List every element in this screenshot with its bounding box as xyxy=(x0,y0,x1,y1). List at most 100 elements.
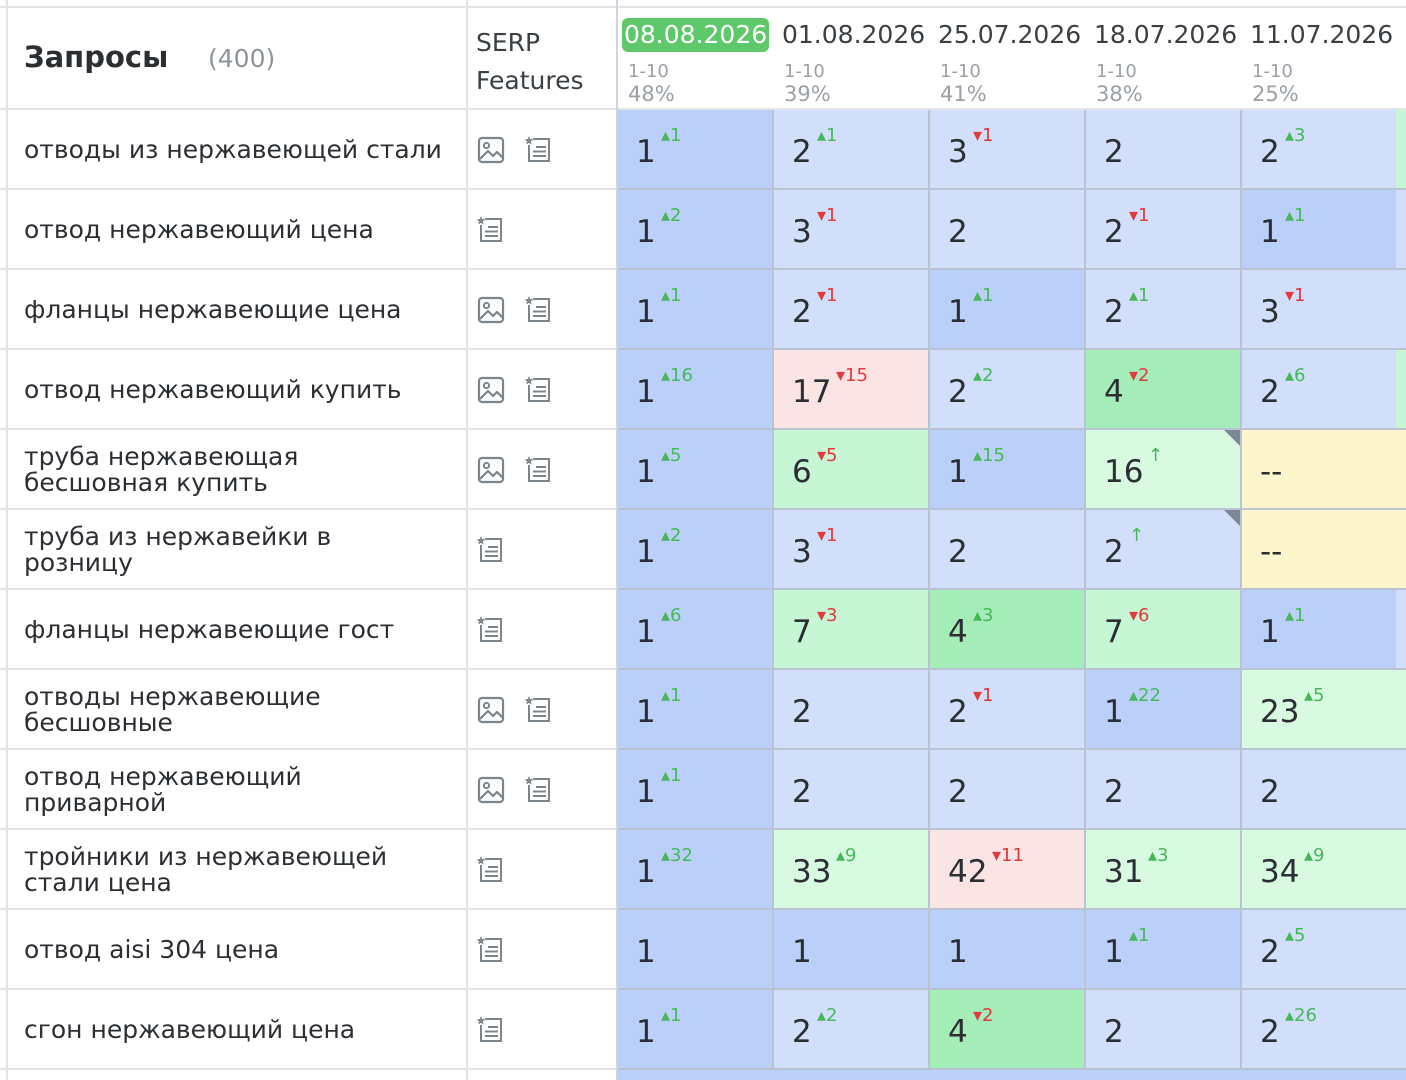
image-icon[interactable] xyxy=(476,375,506,405)
image-icon[interactable] xyxy=(476,695,506,725)
query-text[interactable]: отвод нержавеющий цена xyxy=(24,215,374,244)
query-text[interactable]: отводы нержавеющие бесшовные xyxy=(24,682,321,737)
snippet-icon[interactable] xyxy=(476,535,506,565)
position-cell[interactable]: 2 ▴26 xyxy=(1242,990,1398,1068)
image-icon[interactable] xyxy=(476,455,506,485)
snippet-icon[interactable] xyxy=(476,935,506,965)
table-row[interactable]: сгон нержавеющий цена 1 ▴1 2 ▴2 4 ▾2 2 2 ▴26 xyxy=(0,990,1406,1070)
position-cell[interactable]: 2 ▴1 xyxy=(1086,270,1242,348)
table-row[interactable]: труба нержавеющая бесшовная купить 1 ▴5 6 ▾5… xyxy=(0,430,1406,510)
position-cell[interactable]: 1 xyxy=(774,910,930,988)
position-cell[interactable]: -- xyxy=(1242,430,1398,508)
snippet-icon[interactable] xyxy=(524,375,554,405)
query-text[interactable]: отводы из нержавеющей стали xyxy=(24,135,442,164)
position-cell[interactable]: 1 ▴1 xyxy=(618,110,774,188)
position-cell[interactable]: 31 ▴3 xyxy=(1086,830,1242,908)
snippet-icon[interactable] xyxy=(476,615,506,645)
table-row[interactable]: отвод нержавеющий цена 1 ▴2 3 ▾1 2 2 ▾1 1 ▴1 xyxy=(0,190,1406,270)
snippet-icon[interactable] xyxy=(476,215,506,245)
query-text[interactable]: отвод нержавеющий купить xyxy=(24,375,402,404)
position-cell[interactable]: 34 ▴9 xyxy=(1242,830,1398,908)
position-cell[interactable]: 2 ▾1 xyxy=(1086,190,1242,268)
table-row[interactable]: отводы из нержавеющей стали 1 ▴1 2 ▴1 3 ▾1 2 2 ▴3 xyxy=(0,110,1406,190)
date-label[interactable]: 18.07.2026 xyxy=(1094,20,1238,49)
position-cell[interactable]: 7 ▾3 xyxy=(774,590,930,668)
table-row[interactable]: отводы нержавеющие бесшовные 1 ▴1 2 2 ▾1 1 ▴22 2… xyxy=(0,670,1406,750)
position-cell[interactable]: 1 ▴16 xyxy=(618,350,774,428)
position-cell[interactable]: 2 xyxy=(930,190,1086,268)
position-cell[interactable]: 3 ▾1 xyxy=(930,110,1086,188)
position-cell[interactable]: 2 xyxy=(930,750,1086,828)
query-text[interactable]: фланцы нержавеющие гост xyxy=(24,615,395,644)
position-cell[interactable]: 3 ▾1 xyxy=(774,510,930,588)
position-cell[interactable]: 1 xyxy=(930,910,1086,988)
position-cell[interactable]: 2 ▴2 xyxy=(930,350,1086,428)
position-cell[interactable]: 1 ▴2 xyxy=(618,510,774,588)
date-label[interactable]: 11.07.2026 xyxy=(1250,20,1394,49)
position-cell[interactable]: 1 ▴2 xyxy=(618,190,774,268)
position-cell[interactable]: 2 xyxy=(774,750,930,828)
table-row[interactable]: фланцы нержавеющие цена 1 ▴1 2 ▾1 1 ▴1 2 ▴1 3 ▾1 xyxy=(0,270,1406,350)
position-cell[interactable]: 7 ▾6 xyxy=(1086,590,1242,668)
snippet-icon[interactable] xyxy=(524,695,554,725)
query-text[interactable]: отвод aisi 304 цена xyxy=(24,935,280,964)
table-row[interactable]: тройники из нержавеющей стали цена 1 ▴32 33… xyxy=(0,830,1406,910)
position-cell[interactable]: 2 xyxy=(774,670,930,748)
position-cell[interactable]: 2 xyxy=(1086,990,1242,1068)
note-corner-marker[interactable] xyxy=(1224,510,1240,526)
position-cell[interactable]: 1 ▴1 xyxy=(618,670,774,748)
position-cell[interactable]: 2 ▴5 xyxy=(1242,910,1398,988)
position-cell[interactable]: 4 ▾2 xyxy=(930,990,1086,1068)
position-cell[interactable]: 2 xyxy=(1086,110,1242,188)
table-row[interactable]: труба из нержавейки в розницу 1 ▴2 3 ▾1 2 2 ↑ -- xyxy=(0,510,1406,590)
query-text[interactable]: сгон нержавеющий цена xyxy=(24,1015,356,1044)
position-cell[interactable]: 3 ▾1 xyxy=(774,190,930,268)
position-cell[interactable]: 4 ▴3 xyxy=(930,590,1086,668)
position-cell[interactable]: 4 ▾2 xyxy=(1086,350,1242,428)
position-cell[interactable]: 1 ▴1 xyxy=(1242,190,1398,268)
image-icon[interactable] xyxy=(476,295,506,325)
position-cell[interactable]: -- xyxy=(1242,510,1398,588)
position-cell[interactable]: 1 ▴32 xyxy=(618,830,774,908)
current-date-label[interactable]: 08.08.2026 xyxy=(622,18,770,52)
table-row[interactable]: отвод нержавеющий приварной 1 ▴1 2 2 2 2 xyxy=(0,750,1406,830)
position-cell[interactable]: 2 xyxy=(1086,750,1242,828)
position-cell[interactable]: 2 xyxy=(1242,750,1398,828)
date-label[interactable]: 25.07.2026 xyxy=(938,20,1082,49)
position-cell[interactable]: 1 ▴1 xyxy=(1086,910,1242,988)
snippet-icon[interactable] xyxy=(476,1015,506,1045)
query-text[interactable]: труба нержавеющая бесшовная купить xyxy=(24,442,299,497)
position-cell[interactable]: 1 ▴15 xyxy=(930,430,1086,508)
queries-column-title[interactable]: Запросы xyxy=(24,40,169,74)
position-cell[interactable]: 33 ▴9 xyxy=(774,830,930,908)
image-icon[interactable] xyxy=(476,135,506,165)
query-text[interactable]: отвод нержавеющий приварной xyxy=(24,762,302,817)
position-cell[interactable]: 1 ▴6 xyxy=(618,590,774,668)
position-cell[interactable]: 2 ▴2 xyxy=(774,990,930,1068)
snippet-icon[interactable] xyxy=(524,455,554,485)
position-cell[interactable]: 6 ▾5 xyxy=(774,430,930,508)
position-cell[interactable]: 42 ▾11 xyxy=(930,830,1086,908)
position-cell[interactable]: 3 ▾1 xyxy=(1242,270,1398,348)
position-cell[interactable]: 1 ▴5 xyxy=(618,430,774,508)
snippet-icon[interactable] xyxy=(524,775,554,805)
position-cell[interactable]: 23 ▴5 xyxy=(1242,670,1398,748)
table-row[interactable]: фланцы нержавеющие гост 1 ▴6 7 ▾3 4 ▴3 7 ▾6 1 ▴1 xyxy=(0,590,1406,670)
position-cell[interactable]: 2 ▾1 xyxy=(930,670,1086,748)
position-cell[interactable]: 2 xyxy=(930,510,1086,588)
query-text[interactable]: труба из нержавейки в розницу xyxy=(24,522,332,577)
snippet-icon[interactable] xyxy=(524,295,554,325)
position-cell[interactable]: 2 ▴3 xyxy=(1242,110,1398,188)
image-icon[interactable] xyxy=(476,775,506,805)
position-cell[interactable]: 1 ▴1 xyxy=(1242,590,1398,668)
position-cell[interactable]: 2 ▴6 xyxy=(1242,350,1398,428)
position-cell[interactable]: 2 ↑ xyxy=(1086,510,1242,588)
date-label[interactable]: 01.08.2026 xyxy=(782,20,926,49)
position-cell[interactable]: 1 ▴1 xyxy=(618,270,774,348)
position-cell[interactable]: 1 ▴1 xyxy=(618,990,774,1068)
position-cell[interactable]: 1 ▴22 xyxy=(1086,670,1242,748)
position-cell[interactable]: 16 ↑ xyxy=(1086,430,1242,508)
position-cell[interactable]: 1 xyxy=(618,910,774,988)
note-corner-marker[interactable] xyxy=(1224,430,1240,446)
query-text[interactable]: фланцы нержавеющие цена xyxy=(24,295,402,324)
